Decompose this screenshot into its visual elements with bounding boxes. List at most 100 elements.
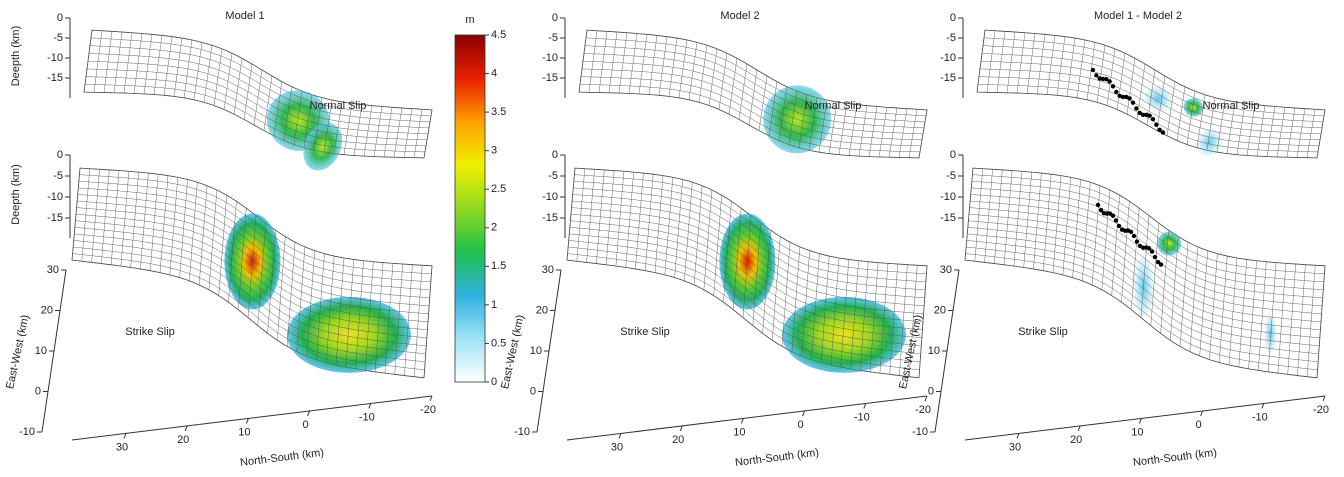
- y-tick-label: 30: [542, 264, 554, 276]
- y-tick-label: 0: [530, 385, 536, 397]
- tick-mark: [429, 395, 433, 402]
- z-tick-label: 0: [57, 12, 63, 24]
- tick-mark: [924, 395, 928, 402]
- z-tick-label: -10: [47, 191, 63, 203]
- x-tick-label: 10: [733, 426, 745, 438]
- x-axis-label: North-South (km): [239, 447, 324, 469]
- y-tick-label: 30: [940, 264, 952, 276]
- x-tick-label: -20: [420, 404, 436, 416]
- y-axis-label: East-West (km): [499, 314, 526, 390]
- tick-mark: [679, 425, 683, 432]
- tick-mark: [1077, 425, 1081, 432]
- panel: Model 1 -10 0 10 20 30 East-West (km) 30 20 10 0 -1…: [4, 10, 436, 469]
- z-tick-label: 0: [552, 12, 558, 24]
- colorbar-title: m: [465, 14, 474, 26]
- y-tick-label: 20: [41, 304, 53, 316]
- fault-mesh: [71, 167, 433, 379]
- z-tick-label: 0: [552, 149, 558, 161]
- x-tick-label: 10: [1131, 426, 1143, 438]
- z-tick-label: -10: [940, 191, 956, 203]
- x-tick-label: 0: [303, 419, 309, 431]
- tick-mark: [123, 433, 127, 439]
- fault-surface: [83, 29, 433, 159]
- annotation: Normal Slip: [310, 100, 367, 112]
- y-tick-label: 20: [536, 304, 548, 316]
- tick-mark: [245, 418, 249, 424]
- aftershock-dot: [1095, 202, 1101, 208]
- annotation: Strike Slip: [125, 326, 175, 338]
- aftershock-dot: [1134, 106, 1139, 111]
- y-tick-label: 30: [47, 264, 59, 276]
- tick-mark: [1016, 433, 1020, 439]
- tick-mark: [802, 410, 806, 417]
- z-tick-label: -15: [542, 72, 558, 84]
- z-tick-label: -5: [548, 170, 558, 182]
- slip-patch: [303, 122, 343, 171]
- aftershock-dot: [1134, 239, 1140, 244]
- tick-mark: [1261, 403, 1265, 409]
- colorbar-tick-label: 3.5: [491, 106, 506, 118]
- aftershock-dot: [1158, 262, 1164, 267]
- colorbar-tick-label: 2: [491, 222, 497, 234]
- y-tick-label: 10: [530, 345, 542, 357]
- aftershock-dot: [1094, 73, 1099, 78]
- tick-mark: [184, 425, 188, 432]
- tick-mark: [863, 403, 867, 409]
- x-tick-label: 30: [116, 441, 128, 453]
- z-tick-label: -15: [47, 72, 63, 84]
- aftershock-dot: [1113, 218, 1119, 223]
- aftershock-dot: [1140, 112, 1146, 118]
- x-tick-label: 20: [177, 434, 189, 446]
- z-axis-label: Deepth (km): [10, 164, 22, 225]
- aftershock-dot: [1110, 213, 1116, 218]
- z-tick-label: -5: [53, 32, 63, 44]
- fault-mesh: [964, 167, 1326, 379]
- x-axis-label: North-South (km): [734, 447, 819, 469]
- aftershock-dot: [1097, 76, 1102, 81]
- aftershock-dot: [1144, 112, 1149, 118]
- annotation: Normal Slip: [805, 100, 862, 112]
- aftershock-dot: [1154, 122, 1159, 127]
- z-tick-label: -15: [542, 212, 558, 224]
- z-tick-label: -15: [47, 212, 63, 224]
- slip-patch: [1183, 98, 1204, 117]
- tick-mark: [618, 433, 622, 439]
- x-tick-label: 30: [611, 441, 623, 453]
- colorbar-tick-label: 0.5: [491, 337, 506, 349]
- aftershock-dot: [1147, 113, 1152, 118]
- x-tick-label: -20: [915, 404, 931, 416]
- tick-mark: [307, 410, 311, 417]
- colorbar-tick-label: 2.5: [491, 183, 506, 195]
- y-tick-label: 0: [928, 385, 934, 397]
- aftershock-dot: [1114, 89, 1119, 95]
- aftershock-dot: [1117, 93, 1122, 99]
- aftershock-dot: [1100, 76, 1106, 82]
- x-tick-label: 20: [1070, 434, 1082, 446]
- slip-patch: [1144, 86, 1172, 112]
- axis-line: [566, 395, 928, 441]
- x-tick-label: -10: [359, 411, 375, 423]
- x-tick-label: 30: [1009, 441, 1021, 453]
- aftershock-dot: [1131, 233, 1137, 239]
- aftershock-dot: [1155, 259, 1161, 265]
- annotation: Strike Slip: [620, 326, 670, 338]
- aftershock-dot: [1098, 208, 1104, 213]
- y-tick-label: 10: [35, 345, 47, 357]
- z-tick-label: 0: [57, 149, 63, 161]
- z-tick-label: -10: [47, 52, 63, 64]
- y-tick-label: -10: [912, 426, 928, 438]
- axis-line: [964, 395, 1326, 441]
- colorbar-tick-label: 4: [491, 67, 497, 79]
- aftershock-dot: [1150, 116, 1156, 122]
- aftershock-dot: [1116, 223, 1122, 229]
- aftershock-dot: [1128, 229, 1134, 235]
- colorbar-tick-label: 3: [491, 145, 497, 157]
- aftershock-dot: [1090, 67, 1096, 73]
- panel: Model 2 -10 0 10 20 30 East-West (km) 30 20 10 0 -1…: [499, 10, 931, 469]
- aftershock-dot: [1104, 76, 1109, 82]
- z-tick-label: -5: [946, 170, 956, 182]
- x-tick-label: 10: [238, 426, 250, 438]
- panel-title: Model 1 - Model 2: [1094, 10, 1182, 22]
